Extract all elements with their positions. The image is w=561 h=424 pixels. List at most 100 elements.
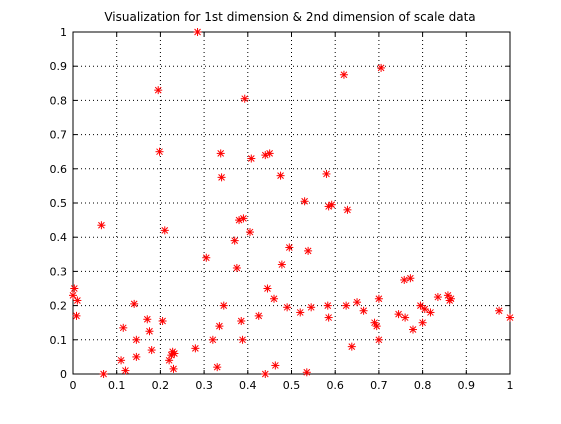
data-point <box>347 342 356 351</box>
y-tick-label: 0.9 <box>50 60 68 73</box>
data-point <box>359 306 368 315</box>
y-tick-label: 0.2 <box>50 300 68 313</box>
data-point <box>342 301 351 310</box>
data-point <box>304 246 313 255</box>
data-point <box>400 275 409 284</box>
data-point <box>408 325 417 334</box>
data-point <box>219 301 228 310</box>
y-tick-label: 0.4 <box>50 231 68 244</box>
data-point <box>169 364 178 373</box>
data-point <box>217 173 226 182</box>
data-point <box>401 313 410 322</box>
data-point <box>238 335 247 344</box>
axes: 0 0.1 0.2 0.3 0.4 0.5 0.6 0.7 0.8 0.9 1 0 0.1 0.2 0.3 0… <box>50 26 514 392</box>
x-tick-label: 1 <box>507 379 514 392</box>
data-point <box>420 305 429 314</box>
x-tick-label: 0.1 <box>108 379 126 392</box>
data-point <box>158 316 167 325</box>
data-point <box>506 313 514 322</box>
data-point <box>193 28 202 36</box>
data-point <box>240 94 249 103</box>
data-point <box>213 363 222 372</box>
data-point <box>447 294 456 303</box>
x-tick-label: 0.2 <box>152 379 170 392</box>
data-point <box>377 63 386 72</box>
data-point <box>374 294 383 303</box>
data-point <box>130 299 139 308</box>
data-point <box>271 361 280 370</box>
y-tick-label: 0.1 <box>50 334 68 347</box>
chart-title: Visualization for 1st dimension & 2nd di… <box>104 10 475 24</box>
data-point <box>322 169 331 178</box>
data-point <box>283 303 292 312</box>
plot-area <box>72 31 511 375</box>
x-tick-label: 0.8 <box>414 379 432 392</box>
data-point <box>372 322 381 331</box>
data-point <box>132 335 141 344</box>
y-tick-label: 0.7 <box>50 129 68 142</box>
x-tick-label: 0.5 <box>283 379 301 392</box>
data-point <box>276 171 285 180</box>
data-point <box>277 260 286 269</box>
y-tick-label: 0.8 <box>50 94 68 107</box>
data-point <box>245 228 254 237</box>
data-point <box>117 356 126 365</box>
data-point <box>147 346 156 355</box>
x-tick-label: 0.6 <box>326 379 344 392</box>
data-point <box>263 284 272 293</box>
data-point <box>416 301 425 310</box>
data-point <box>143 315 152 324</box>
data-point <box>300 197 309 206</box>
data-point <box>418 318 427 327</box>
data-point <box>97 221 106 230</box>
y-tick-label: 0.3 <box>50 265 68 278</box>
y-tick-label: 1 <box>60 26 67 39</box>
data-point <box>302 368 311 377</box>
data-point <box>374 335 383 344</box>
data-point <box>69 291 77 300</box>
x-tick-label: 0.7 <box>370 379 388 392</box>
data-point <box>433 293 442 302</box>
data-point <box>307 303 316 312</box>
data-point <box>215 322 224 331</box>
data-point <box>254 311 263 320</box>
data-point <box>265 149 274 158</box>
data-point <box>230 236 239 245</box>
y-tick-label: 0.5 <box>50 197 68 210</box>
data-point <box>239 214 248 223</box>
data-point <box>327 200 336 209</box>
data-point <box>261 370 270 378</box>
x-tick-label: 0.3 <box>195 379 213 392</box>
data-point <box>160 226 169 235</box>
grid <box>73 32 510 374</box>
y-tick-label: 0 <box>60 368 67 381</box>
data-point <box>270 294 279 303</box>
data-point <box>285 243 294 252</box>
data-point <box>70 284 79 293</box>
x-tick-label: 0.4 <box>239 379 257 392</box>
y-tick-label: 0.6 <box>50 163 68 176</box>
data-points <box>69 28 514 378</box>
x-tick-label: 0 <box>70 379 77 392</box>
data-point <box>154 86 163 95</box>
data-point <box>232 263 241 272</box>
data-point <box>339 70 348 79</box>
data-point <box>426 308 435 317</box>
data-point <box>353 298 362 307</box>
data-point <box>119 323 128 332</box>
data-point <box>324 313 333 322</box>
data-point <box>237 316 246 325</box>
data-point <box>99 370 108 378</box>
data-point <box>216 149 225 158</box>
data-point <box>145 327 154 336</box>
data-point <box>208 335 217 344</box>
x-tick-label: 0.9 <box>458 379 476 392</box>
data-point <box>202 253 211 262</box>
data-point <box>323 301 332 310</box>
data-point <box>72 311 81 320</box>
data-point <box>132 352 141 361</box>
data-point <box>155 147 164 156</box>
data-point <box>343 205 352 214</box>
